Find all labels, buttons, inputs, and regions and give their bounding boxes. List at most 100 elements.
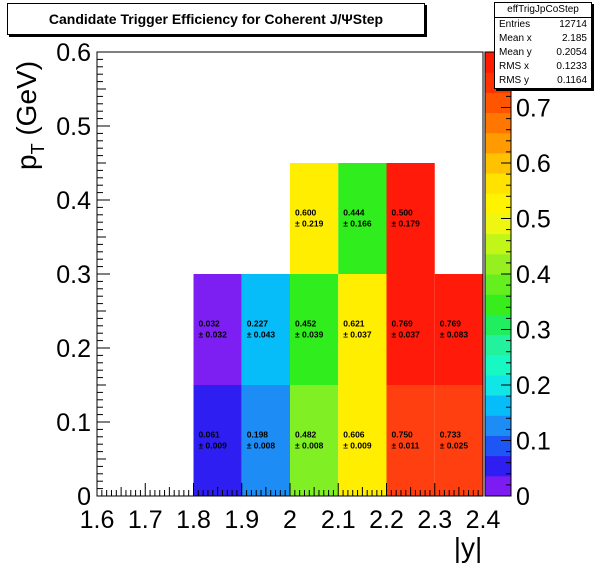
- stats-label: Entries: [499, 19, 531, 30]
- heatmap-cell: [338, 163, 387, 274]
- palette-swatch: [485, 475, 511, 497]
- x-tick-label: 1.7: [128, 506, 163, 534]
- palette-swatch: [485, 435, 511, 457]
- palette-swatch: [485, 152, 511, 174]
- z-tick-label: 0.5: [516, 206, 551, 234]
- cell-value-label: 0.600: [295, 208, 317, 218]
- z-tick-label: 0.6: [516, 150, 551, 178]
- stats-value: 0.2054: [556, 47, 587, 58]
- cell-value-label: 0.482: [295, 430, 317, 440]
- stats-row-rms-x: RMS x 0.1233: [495, 60, 591, 74]
- stats-value: 12714: [559, 19, 587, 30]
- palette-swatch: [485, 233, 511, 255]
- stats-row-rms-y: RMS y 0.1164: [495, 74, 591, 88]
- cell-value-label: 0.750: [392, 430, 414, 440]
- heatmap-cell: [193, 274, 242, 385]
- cell-value-label: 0.769: [392, 319, 414, 329]
- cell-value-label: 0.444: [343, 208, 365, 218]
- cell-error-label: ± 0.009: [199, 441, 228, 451]
- x-tick-label: 1.8: [176, 506, 211, 534]
- stats-label: Mean x: [499, 33, 532, 44]
- cell-value-label: 0.227: [247, 319, 269, 329]
- stats-label: RMS y: [499, 75, 529, 86]
- cell-error-label: ± 0.008: [295, 441, 324, 451]
- heatmap-cell: [434, 274, 483, 385]
- palette-swatch: [485, 253, 511, 275]
- heatmap-cell: [338, 385, 387, 496]
- y-axis-title: pT (GeV): [11, 61, 48, 170]
- palette-swatch: [485, 193, 511, 214]
- cell-error-label: ± 0.037: [343, 330, 372, 340]
- heatmap-cell: [241, 274, 290, 385]
- stats-box: effTrigJpCoStep Entries 12714 Mean x 2.1…: [494, 2, 592, 89]
- y-tick-label: 0.5: [56, 113, 91, 141]
- cell-value-label: 0.733: [440, 430, 462, 440]
- cell-error-label: ± 0.219: [295, 219, 324, 229]
- stats-value: 0.1164: [557, 75, 587, 86]
- z-tick-label: 0.1: [516, 428, 551, 456]
- cell-value-label: 0.621: [343, 319, 365, 329]
- stats-row-mean-x: Mean x 2.185: [495, 32, 591, 46]
- x-tick-label: 2.4: [466, 506, 501, 534]
- heatmap-cell: [338, 274, 387, 385]
- palette-swatch: [485, 455, 511, 477]
- palette-swatch: [485, 213, 511, 235]
- stats-row-entries: Entries 12714: [495, 18, 591, 32]
- palette-swatch: [485, 92, 511, 114]
- y-tick-label: 0.4: [56, 187, 91, 215]
- x-tick-label: 2: [283, 506, 297, 534]
- heatmap-cell: [386, 385, 435, 496]
- cell-error-label: ± 0.037: [392, 330, 421, 340]
- cell-error-label: ± 0.179: [392, 219, 421, 229]
- axes: 1.6 1.7 1.8 1.9 2 2.1 2.2 2.3 2.4 0 0.1 0.2 0.3 0.4 0.…: [56, 39, 500, 534]
- z-tick-label: 0: [516, 483, 530, 511]
- z-tick-label: 0.3: [516, 317, 551, 345]
- stats-value: 2.185: [561, 33, 587, 44]
- cell-value-label: 0.769: [440, 319, 462, 329]
- heatmap-cell: [386, 163, 435, 274]
- cell-error-label: ± 0.025: [440, 441, 469, 451]
- cell-value-label: 0.500: [392, 208, 414, 218]
- stats-label: RMS x: [499, 61, 529, 72]
- palette-swatch: [485, 415, 511, 436]
- cell-error-label: ± 0.039: [295, 330, 324, 340]
- palette-swatch: [485, 274, 511, 295]
- heatmap-cell: [290, 163, 339, 274]
- cell-error-label: ± 0.011: [392, 441, 420, 451]
- y-tick-label: 0.3: [56, 261, 91, 289]
- z-tick-label: 0.4: [516, 261, 551, 289]
- heatmap-cell: [193, 385, 242, 496]
- heatmap-cell: [386, 274, 435, 385]
- cell-error-label: ± 0.032: [199, 330, 228, 340]
- y-tick-label: 0.2: [56, 335, 91, 363]
- x-tick-label: 2.2: [369, 506, 404, 534]
- heatmap-cells: [193, 163, 483, 496]
- cell-value-label: 0.606: [343, 430, 365, 440]
- cell-error-label: ± 0.043: [247, 330, 276, 340]
- x-tick-label: 1.6: [80, 506, 115, 534]
- y-tick-label: 0: [77, 483, 91, 511]
- z-tick-label: 0.2: [516, 372, 551, 400]
- stats-value: 0.1233: [556, 61, 587, 72]
- cell-value-label: 0.032: [199, 319, 221, 329]
- palette-swatch: [485, 294, 511, 315]
- cell-error-label: ± 0.166: [343, 219, 372, 229]
- cell-value-label: 0.061: [199, 430, 221, 440]
- heatmap-cell: [290, 385, 339, 496]
- y-tick-label: 0.6: [56, 39, 91, 67]
- palette-swatch: [485, 132, 511, 154]
- stats-label: Mean y: [499, 47, 532, 58]
- heatmap-cell: [434, 385, 483, 496]
- heatmap-cell: [241, 385, 290, 496]
- palette-swatch: [485, 112, 511, 134]
- palette-swatch: [485, 374, 511, 396]
- x-tick-label: 2.3: [417, 506, 452, 534]
- stats-row-mean-y: Mean y 0.2054: [495, 46, 591, 60]
- palette-swatch: [485, 395, 511, 416]
- chart-title: Candidate Trigger Efficiency for Coheren…: [7, 3, 425, 35]
- x-tick-label: 2.1: [321, 506, 356, 534]
- z-tick-label: 0.7: [516, 95, 551, 123]
- x-tick-label: 1.9: [224, 506, 259, 534]
